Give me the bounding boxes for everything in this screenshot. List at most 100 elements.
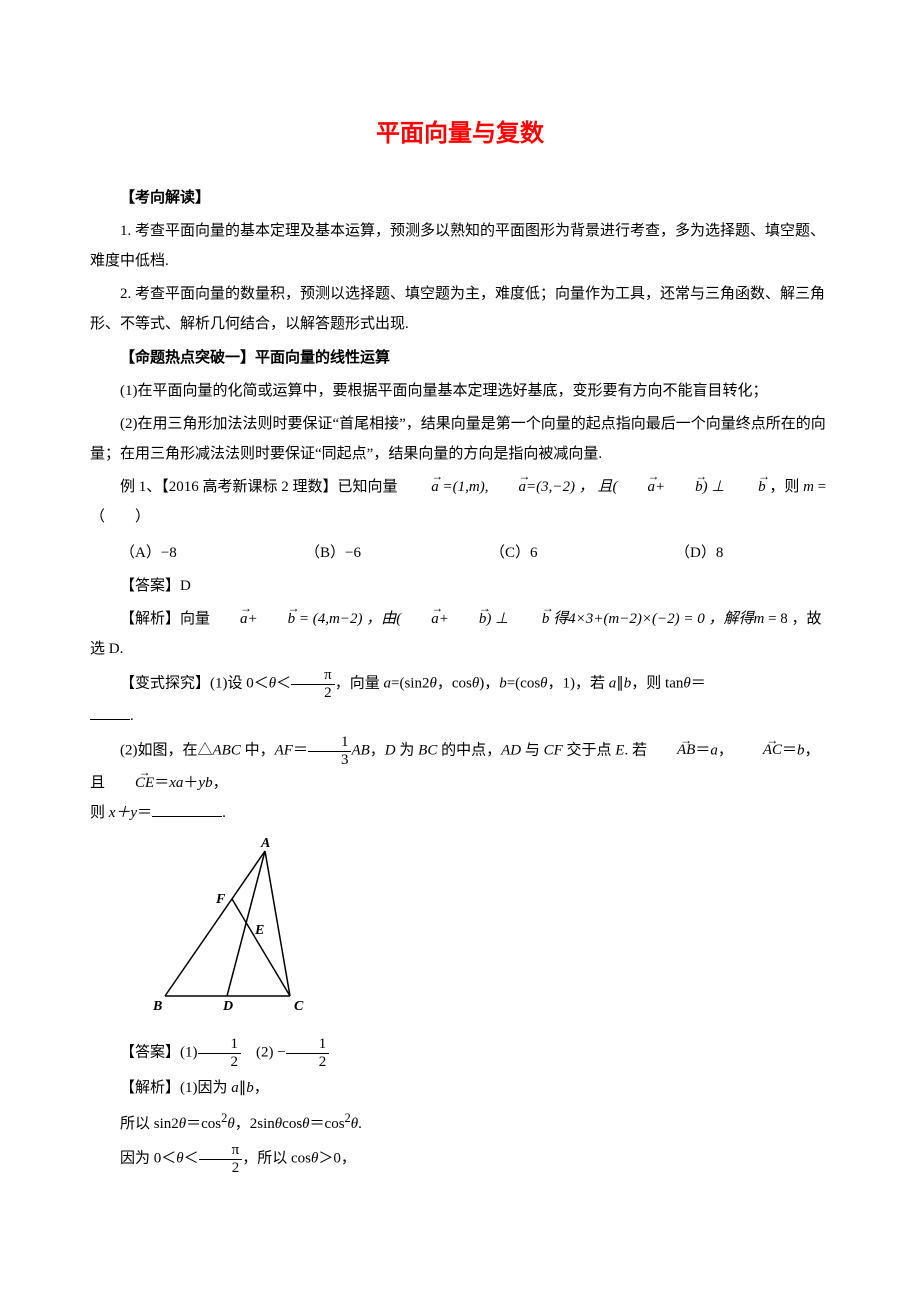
var-b: b: [499, 675, 507, 691]
var-mid: ，向量: [335, 675, 384, 691]
vec-a3: a: [617, 472, 655, 502]
sol2-th6: θ: [176, 1150, 183, 1166]
sol2-p1c: ，2sin: [235, 1116, 275, 1132]
var-eq: ＝: [691, 675, 706, 691]
ans2-1d: 2: [198, 1054, 242, 1071]
solution-2-p2: 因为 0＜θ＜π2，所以 cosθ＞0，: [90, 1142, 830, 1176]
var2-xy: x＋y: [109, 805, 137, 821]
option-c: （C）6: [460, 538, 645, 568]
sol2-p1b2: ＝cos: [310, 1116, 345, 1132]
sol1-minus: −2) ，由(: [340, 611, 401, 627]
vec-b1: b: [665, 472, 703, 502]
var2-mid7: . 若: [624, 742, 647, 758]
var-close: )，: [479, 675, 499, 691]
var2-mid5: 与: [521, 742, 544, 758]
var-lt: ＜: [276, 675, 291, 691]
var2-va: a: [710, 742, 718, 758]
var-aeq: =(sin2: [391, 675, 429, 691]
sol2-p1d: cos: [282, 1116, 302, 1132]
solution-1: 【解析】向量a+b = (4,m−2) ，由(a+b) ⊥ b 得4×3+(m−…: [90, 604, 830, 664]
var2-ab: AB: [351, 742, 369, 758]
sol2-two: 2: [199, 1160, 243, 1177]
sol1-m: m: [329, 611, 340, 627]
sol1-b: b: [258, 604, 296, 634]
section-1-p1: 1. 考查平面向量的基本定理及基本运算，预测多以熟知的平面图形为背景进行考查，多…: [90, 216, 830, 276]
triangle-figure: ABCDFE: [150, 836, 830, 1032]
sol2-lt: ＜: [184, 1150, 199, 1166]
var-para: ∥: [616, 675, 624, 691]
var2-mid6: 交于点: [563, 742, 616, 758]
sol1-a: a: [210, 604, 248, 634]
sol1-eq1: = (4,: [295, 611, 329, 627]
var2-c1: ，: [718, 742, 733, 758]
svg-text:B: B: [152, 999, 162, 1014]
svg-text:F: F: [215, 892, 226, 907]
sol1-a2: a: [401, 604, 439, 634]
ex1-eq3: =(3,−2) ， 且(: [526, 479, 617, 495]
var2-mid4: 的中点，: [437, 742, 501, 758]
var2-abv: AB: [647, 735, 695, 765]
sol2-p2b: ，所以 cos: [242, 1150, 311, 1166]
var2-bc: BC: [418, 742, 437, 758]
var-one: ，1)，若: [548, 675, 609, 691]
var-a: a: [383, 675, 391, 691]
var2-vb2: b: [205, 775, 213, 791]
ex1-m2: m: [803, 479, 814, 495]
ex1-prefix: 例 1、【2016 高考新课标 2 理数】已知向量: [120, 479, 398, 495]
sol2-a: a: [231, 1080, 239, 1096]
ex1-suffix: ，则: [766, 479, 800, 495]
example-1: 例 1、【2016 高考新课标 2 理数】已知向量 a =(1,m),a=(3,…: [90, 472, 830, 532]
var-beq: =(cos: [507, 675, 540, 691]
sol2-p2c: ＞0，: [318, 1150, 356, 1166]
triangle-svg: ABCDFE: [150, 836, 305, 1021]
var2-eqa: ＝: [695, 742, 710, 758]
var2-pl: ＋: [183, 775, 198, 791]
ex1-eq2: ),: [480, 479, 489, 495]
var2-x: x: [169, 775, 176, 791]
sol1-perp2: 得4×3+(: [549, 611, 608, 627]
page-title: 平面向量与复数: [90, 110, 830, 158]
var2-eq2: ＝: [137, 805, 152, 821]
answer-2: 【答案】(1)12 (2) −12: [90, 1036, 830, 1070]
variant-1: 【变式探究】(1)设 0＜θ＜π2，向量 a=(sin2θ，cosθ)，b=(c…: [90, 667, 830, 701]
sol1-m2: m: [608, 611, 619, 627]
vec-b2: b: [728, 472, 766, 502]
var-th5: θ: [683, 675, 690, 691]
var2-ad: AD: [501, 742, 521, 758]
var2-three: 3: [308, 752, 352, 769]
svg-text:D: D: [222, 999, 233, 1014]
var-pi: π: [291, 667, 335, 685]
section-1-head: 【考向解读】: [90, 183, 830, 213]
var-blank-end: .: [130, 708, 134, 724]
sol2-p1e: .: [358, 1116, 362, 1132]
var2-cev: CE: [105, 768, 154, 798]
var-comma: ，cos: [437, 675, 472, 691]
sol2-pi: π: [199, 1142, 243, 1160]
var2-eq1: ＝: [293, 742, 308, 758]
var2-cf: CF: [544, 742, 563, 758]
option-b: （B）−6: [275, 538, 460, 568]
ans2-head: 【答案】(1): [120, 1044, 198, 1060]
svg-text:E: E: [254, 923, 264, 938]
sol2-c: ，: [254, 1080, 269, 1096]
section-2-p1: (1)在平面向量的化简或运算中，要根据平面向量基本定理选好基底，变形要有方向不能…: [90, 376, 830, 406]
sol2-p1a: 所以 sin2: [120, 1116, 179, 1132]
section-2-head: 【命题热点突破一】平面向量的线性运算: [90, 343, 830, 373]
var2-one: 1: [308, 734, 352, 752]
var-th2: θ: [429, 675, 436, 691]
option-d: （D）8: [645, 538, 830, 568]
solution-2-head: 【解析】(1)因为 a∥b，: [90, 1073, 830, 1103]
sol2-th4: θ: [302, 1116, 309, 1132]
var2-c3: ，: [213, 775, 228, 791]
ans2-1n: 1: [198, 1036, 242, 1054]
variant-2-line2: 则 x＋y＝.: [90, 798, 830, 828]
option-a: （A）−8: [90, 538, 275, 568]
sol2-p1b: ＝cos: [186, 1116, 221, 1132]
sol1-b2: b: [449, 604, 487, 634]
options-row: （A）−8 （B）−6 （C）6 （D）8: [90, 538, 830, 568]
var2-then: 则: [90, 805, 109, 821]
var2-af: AF: [275, 742, 293, 758]
ans2-sep: (2) −: [241, 1044, 286, 1060]
var2-end: .: [222, 805, 226, 821]
sol2-th2: θ: [227, 1116, 234, 1132]
